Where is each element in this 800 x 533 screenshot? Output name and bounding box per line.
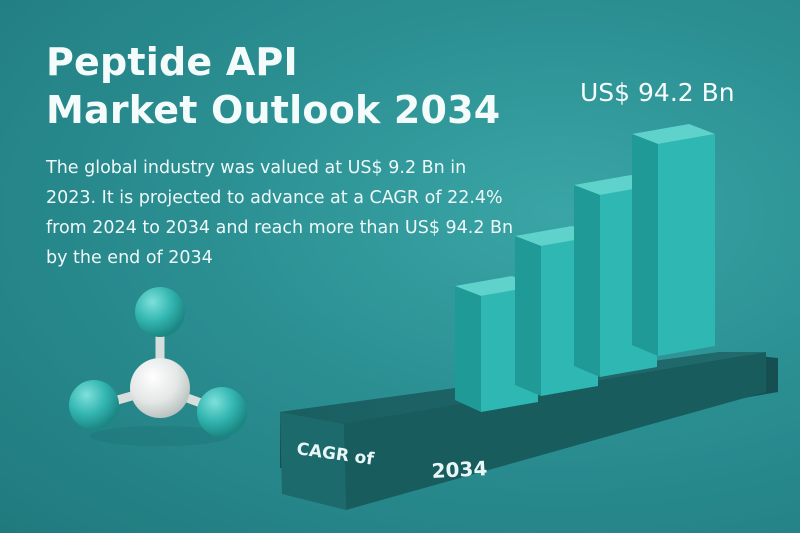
bar-4 — [632, 124, 715, 356]
market-value-label: US$ 94.2 Bn — [580, 78, 735, 107]
bar-chart-graphic — [455, 124, 715, 412]
page-title: Peptide API Market Outlook 2034 — [46, 38, 500, 134]
title-line-2: Market Outlook 2034 — [46, 88, 501, 132]
molecule-icon — [69, 287, 247, 446]
platform-label-year: 2034 — [431, 456, 488, 483]
title-line-1: Peptide API — [46, 40, 298, 84]
market-description: The global industry was valued at US$ 9.… — [46, 158, 514, 268]
